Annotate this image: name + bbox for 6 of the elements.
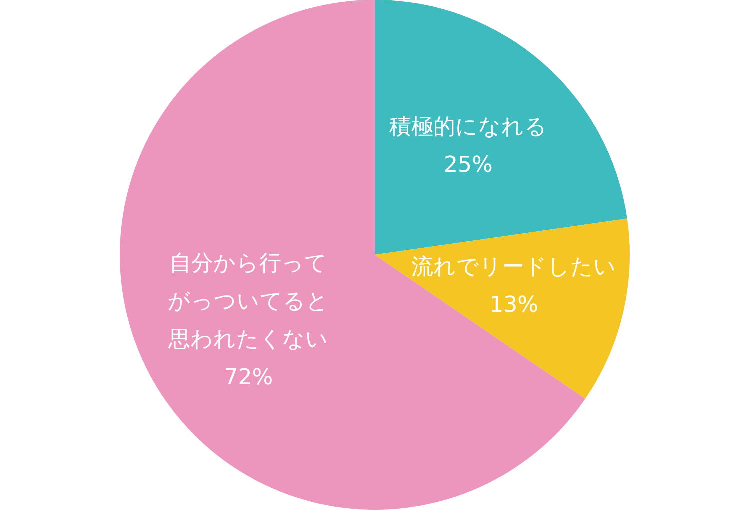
data-label: 72% — [224, 365, 274, 390]
slice-label: 自分から行ってがっついてると思われたくない — [168, 251, 330, 352]
slice-label: 積極的になれる — [390, 114, 548, 140]
slice-label: 流れでリードしたい — [412, 255, 617, 280]
data-label: 25% — [444, 152, 493, 178]
data-label: 13% — [490, 293, 539, 318]
